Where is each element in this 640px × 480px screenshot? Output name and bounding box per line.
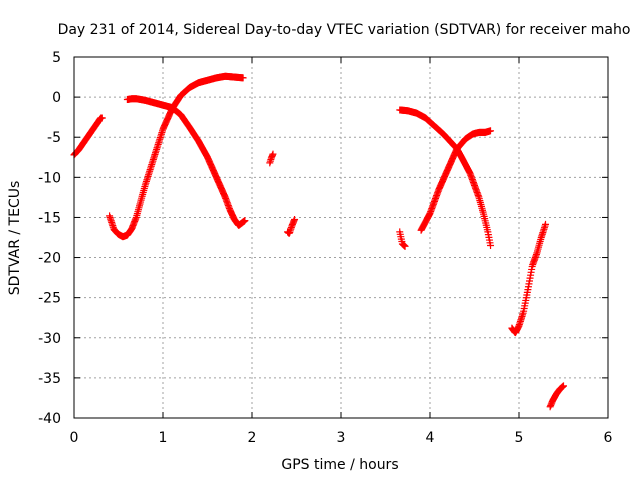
x-tick-label: 0 (70, 430, 79, 446)
x-tick-label: 2 (248, 430, 257, 446)
y-tick-label: -25 (38, 291, 61, 307)
x-tick-label: 4 (426, 430, 435, 446)
data-series-segment (417, 127, 495, 234)
grid-lines (74, 57, 608, 418)
data-point (542, 220, 550, 228)
y-tick-label: -40 (38, 411, 61, 427)
y-axis-title: SDTVAR / TECUs (7, 181, 23, 296)
data-points (70, 72, 567, 411)
data-point (98, 114, 106, 122)
data-point (241, 217, 249, 225)
y-tick-label: 5 (52, 50, 61, 66)
y-tick-label: -35 (38, 371, 61, 387)
data-point (269, 150, 277, 158)
data-series-segment (106, 72, 247, 241)
y-axis-tick-labels: 5 0 -5 -10 -15 -20 -25 -30 -35 -40 (38, 50, 61, 427)
x-tick-label: 3 (337, 430, 346, 446)
data-series-segment (123, 95, 249, 229)
data-series-segment (396, 106, 495, 250)
data-series-segment (396, 228, 409, 250)
data-point (487, 127, 495, 135)
y-tick-label: 0 (52, 90, 61, 106)
data-point (487, 242, 495, 250)
x-axis-title: GPS time / hours (281, 457, 398, 473)
data-point (291, 215, 299, 223)
y-tick-label: -30 (38, 331, 61, 347)
y-tick-label: -10 (38, 170, 61, 186)
data-point (401, 242, 409, 250)
data-series-segment (70, 114, 106, 159)
data-series-segment (546, 382, 567, 411)
y-tick-label: -20 (38, 251, 61, 267)
x-tick-label: 5 (515, 430, 524, 446)
data-point (239, 74, 247, 82)
data-series-segment (266, 150, 277, 167)
y-tick-label: -5 (47, 130, 61, 146)
x-tick-label: 6 (604, 430, 613, 446)
data-series-segment (508, 220, 550, 337)
axis-ticks (73, 56, 609, 419)
x-tick-label: 1 (159, 430, 168, 446)
y-tick-label: -15 (38, 210, 61, 226)
x-axis-tick-labels: 0 1 2 3 4 5 6 (70, 430, 613, 446)
chart-title: Day 231 of 2014, Sidereal Day-to-day VTE… (58, 22, 631, 38)
data-series-segment (284, 215, 299, 237)
data-point (560, 382, 567, 390)
